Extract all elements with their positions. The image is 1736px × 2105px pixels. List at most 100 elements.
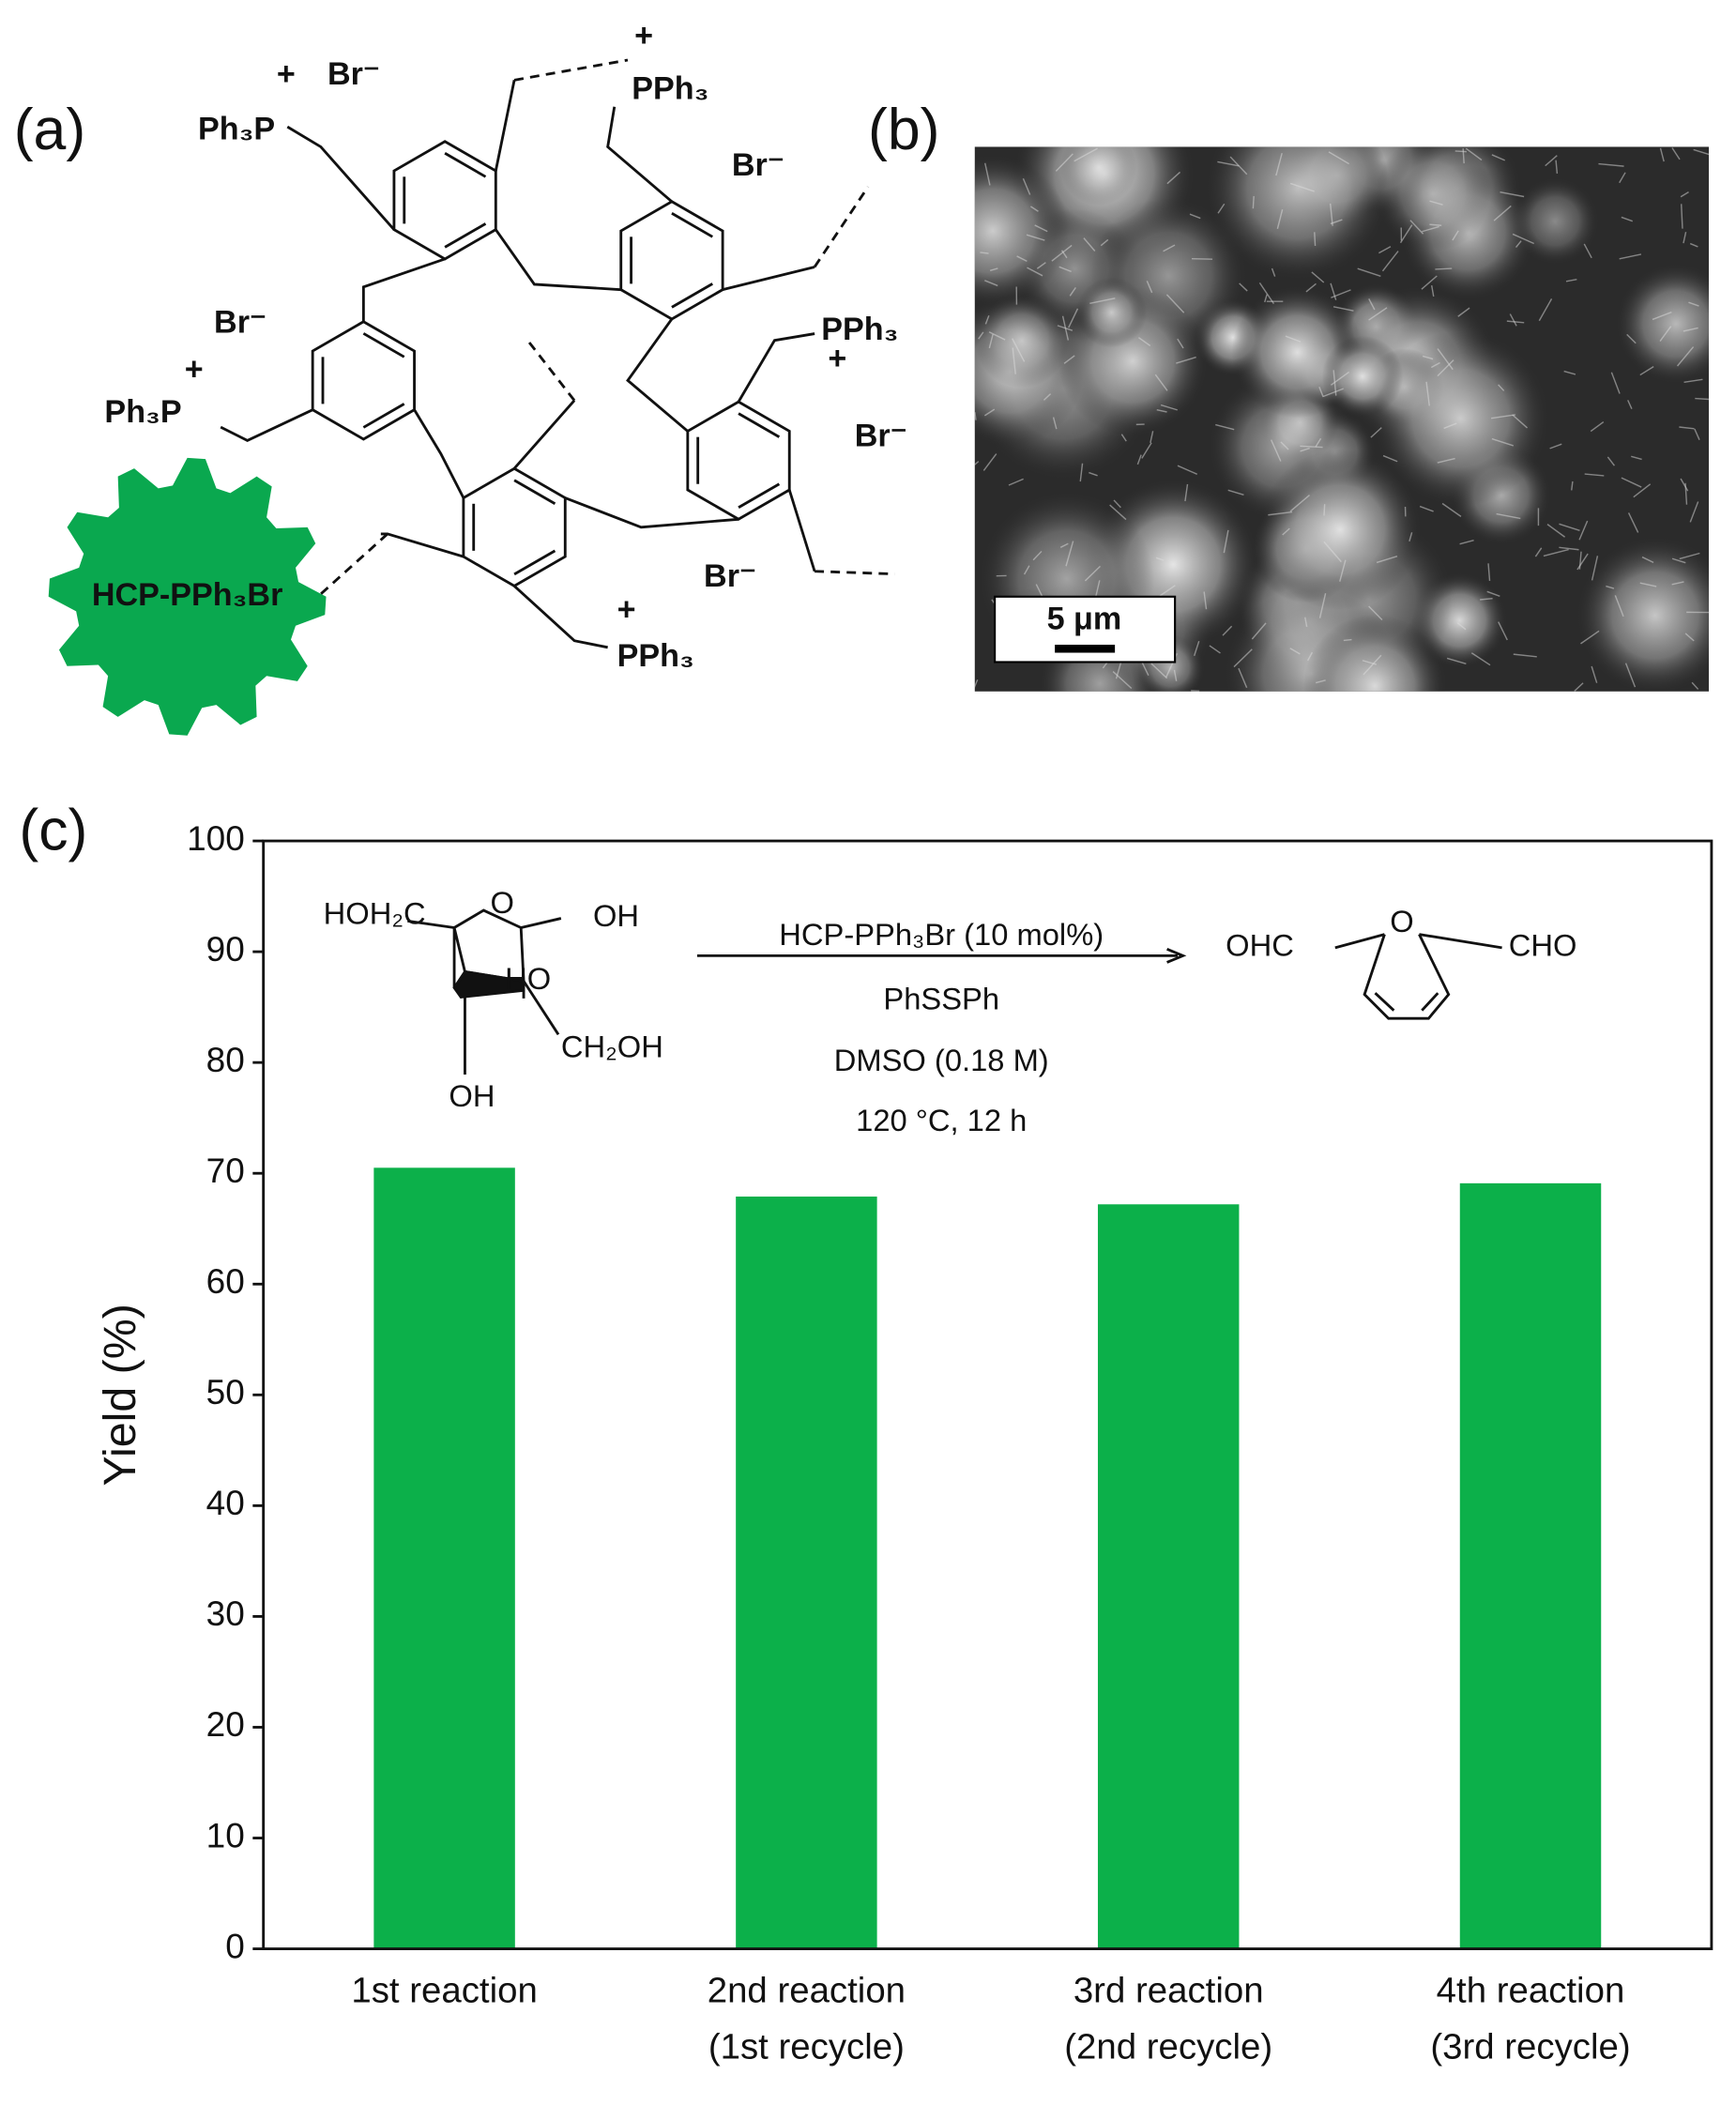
sem-flake: [1330, 371, 1350, 386]
panel-label: (a): [14, 97, 85, 162]
sem-flake: [1141, 442, 1152, 459]
sem-flake: [1429, 223, 1442, 226]
sem-flake: [1012, 347, 1016, 374]
sem-flake: [1016, 255, 1028, 263]
sem-flake: [1112, 671, 1133, 690]
sem-flake: [1498, 384, 1505, 391]
double-bond: [513, 549, 556, 576]
sem-flake: [1409, 220, 1424, 235]
sem-flake: [1166, 171, 1181, 185]
sem-flake: [974, 461, 980, 466]
dashed-bond: [513, 58, 629, 82]
scheme-text: O: [1390, 904, 1413, 938]
double-bond: [1421, 992, 1439, 1012]
sem-flake: [1559, 546, 1579, 551]
sem-flake: [1446, 657, 1467, 664]
furanose-ring: [452, 908, 525, 984]
sem-particle: [1059, 146, 1137, 206]
bond: [737, 332, 815, 403]
sem-particle: [1302, 614, 1447, 692]
sem-flake: [1315, 437, 1322, 448]
sem-flake: [1323, 541, 1342, 563]
sem-flake: [1229, 156, 1248, 175]
sem-flake: [1571, 480, 1574, 491]
sem-flake: [1545, 155, 1558, 167]
sem-flake: [1679, 552, 1700, 560]
sem-flake: [982, 453, 997, 471]
sem-flake: [980, 252, 989, 254]
sem-flake: [1113, 499, 1121, 509]
reaction-scheme: [407, 908, 1502, 1075]
sem-flake: [1074, 147, 1098, 162]
sem-flake: [1036, 262, 1046, 269]
sem-flake: [1339, 559, 1347, 582]
double-bond: [362, 332, 405, 358]
dashed-bond: [319, 532, 388, 595]
sem-flake: [1429, 200, 1443, 206]
sem-particle: [1375, 146, 1491, 252]
charge: +: [617, 591, 636, 627]
x-tick-label: 3rd reaction: [1074, 1971, 1264, 2011]
sem-flake: [984, 314, 990, 325]
bond: [787, 489, 816, 572]
dashed-bond: [526, 339, 576, 402]
scheme-text: CHO: [1509, 927, 1577, 962]
sem-flake: [1251, 622, 1267, 640]
sem-flake: [1680, 478, 1689, 492]
sem-flake: [1100, 238, 1109, 247]
sem-flake: [1089, 471, 1098, 477]
sem-flake: [1331, 289, 1351, 298]
sem-flake: [1512, 233, 1534, 245]
sem-flake: [1441, 502, 1462, 517]
sem-flake: [1465, 147, 1483, 161]
sem-flake: [1652, 311, 1672, 321]
sem-flake: [1490, 414, 1515, 419]
x-tick-label: (2nd recycle): [1064, 2026, 1272, 2067]
sem-flake: [1437, 348, 1454, 371]
sem-flake: [1695, 397, 1710, 401]
sem-flake: [1688, 301, 1699, 307]
sem-particle: [1576, 537, 1710, 692]
y-tick-label: 60: [206, 1262, 245, 1301]
sem-particle: [974, 155, 1069, 307]
scheme-text: PhSSPh: [883, 981, 999, 1015]
sem-flake: [1376, 556, 1398, 564]
sem-flake: [1459, 539, 1474, 545]
chem-label: Br⁻: [704, 558, 756, 594]
sem-flake: [1676, 346, 1695, 367]
sem-flake: [1222, 625, 1233, 636]
sem-flake: [974, 412, 977, 420]
charge: +: [185, 351, 204, 387]
sem-flake: [1422, 355, 1434, 360]
sem-flake: [1683, 378, 1703, 384]
sem-flake: [1639, 582, 1657, 587]
benzene-ring: [311, 320, 416, 441]
sem-flake: [1177, 338, 1184, 349]
sem-flake: [1282, 527, 1290, 536]
sem-flake: [1515, 240, 1522, 249]
sem-flake: [1268, 511, 1293, 516]
benzene-ring: [686, 400, 791, 521]
sem-particle: [1259, 449, 1422, 611]
arrow-head: [1166, 947, 1187, 964]
badge: [48, 457, 327, 736]
sem-flake: [1659, 147, 1665, 162]
sem-flake: [1233, 648, 1253, 668]
sem-flake: [1457, 307, 1470, 317]
sem-flake: [1343, 638, 1352, 642]
sem-flake: [1368, 605, 1383, 621]
sem-flake: [1437, 457, 1455, 464]
scheme-text: HCP-PPh₃Br (10 mol%): [779, 917, 1104, 952]
sem-flake: [1368, 307, 1388, 321]
scheme-text: OHC: [1226, 927, 1294, 962]
bond: [286, 125, 395, 231]
sem-flake: [1621, 477, 1642, 488]
double-bond: [1374, 992, 1395, 1012]
sem-flake: [1576, 553, 1589, 571]
sem-flake: [1109, 504, 1127, 521]
bond: [380, 532, 464, 558]
sem-flake: [1332, 306, 1354, 312]
sem-flake: [1289, 495, 1310, 512]
sem-flake: [1264, 294, 1268, 303]
x-tick-label: 1st reaction: [351, 1971, 537, 2011]
